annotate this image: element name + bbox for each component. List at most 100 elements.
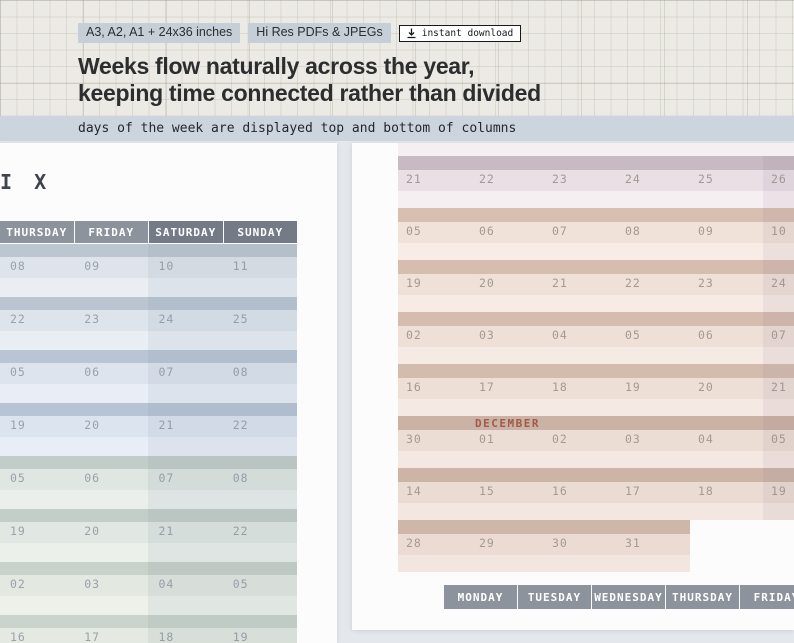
date-cell: 17 (84, 630, 101, 643)
date-cell: 30 (552, 536, 568, 550)
week-row: 28 29 30 31 (398, 520, 690, 572)
date-cell: 21 (552, 276, 568, 290)
week-strip (0, 509, 297, 522)
day-header-tuesday: TUESDAY (518, 585, 591, 609)
left-week-rows: 08 09 10 11 22 23 24 25 05 06 07 08 19 20 21 22 05 06 07 08… (0, 244, 297, 643)
week-gap (0, 596, 297, 615)
week-row: 02 03 04 05 06 07 (398, 312, 794, 364)
week-strip (0, 297, 297, 310)
date-cell: 01 (479, 432, 495, 446)
date-band: 02 03 04 05 (0, 575, 297, 596)
week-row: 05 06 07 08 (0, 350, 297, 403)
date-band: 19 20 21 22 (0, 522, 297, 543)
date-cell: 11 (232, 259, 249, 273)
date-cell: 08 (232, 471, 249, 485)
week-gap (398, 451, 794, 468)
week-row: 02 03 04 05 (0, 562, 297, 615)
date-cell: 29 (479, 536, 495, 550)
left-day-header-row: THURSDAY FRIDAY SATURDAY SUNDAY (0, 221, 297, 243)
week-strip (398, 312, 794, 326)
week-gap (398, 191, 794, 208)
date-cell: 26 (771, 172, 787, 186)
week-row: 05 06 07 08 09 10 (398, 208, 794, 260)
week-gap (398, 555, 690, 572)
date-cell: 24 (158, 312, 175, 326)
week-strip (398, 260, 794, 274)
week-strip (398, 364, 794, 378)
date-cell: 14 (406, 484, 422, 498)
week-row: 14 15 16 17 18 19 (398, 468, 794, 520)
subtitle-bar: days of the week are displayed top and b… (0, 116, 794, 141)
date-cell: 04 (158, 577, 175, 591)
headline-line1: Weeks flow naturally across the year, (78, 53, 475, 79)
date-cell: 19 (10, 524, 26, 538)
date-cell: 03 (84, 577, 101, 591)
date-band: 30 01 02 03 04 05 (398, 430, 794, 451)
date-cell: 02 (552, 432, 568, 446)
date-cell: 05 (232, 577, 249, 591)
headline: Weeks flow naturally across the year, ke… (78, 53, 541, 106)
date-cell: 06 (84, 471, 101, 485)
week-row: 22 23 24 25 (0, 297, 297, 350)
day-header-friday: FRIDAY (74, 221, 148, 243)
date-cell: 02 (406, 328, 422, 342)
date-cell: 03 (625, 432, 641, 446)
instant-download-button[interactable]: instant download (398, 24, 522, 42)
date-cell: 21 (158, 418, 175, 432)
date-cell: 05 (10, 365, 26, 379)
right-day-header-row: MONDAYTUESDAYWEDNESDAYTHURSDAYFRIDAYSATU… (444, 585, 794, 609)
date-cell: 24 (625, 172, 641, 186)
date-cell: 22 (479, 172, 495, 186)
date-band: 21 22 23 24 25 26 (398, 170, 794, 191)
size-badge: A3, A2, A1 + 24x36 inches (78, 23, 241, 43)
date-cell: 05 (771, 432, 787, 446)
date-cell: 24 (771, 276, 787, 290)
date-cell: 05 (406, 224, 422, 238)
date-cell: 17 (479, 380, 495, 394)
date-band: 16 17 18 19 (0, 628, 297, 643)
badge-row: A3, A2, A1 + 24x36 inches Hi Res PDFs & … (78, 23, 522, 43)
date-cell: 21 (158, 524, 175, 538)
left-calendar-table: THURSDAY FRIDAY SATURDAY SUNDAY 08 09 10 11 22 2… (0, 221, 297, 643)
date-cell: 07 (158, 365, 175, 379)
date-cell: 05 (625, 328, 641, 342)
week-gap (398, 243, 794, 260)
week-strip (0, 562, 297, 575)
week-row: 16 17 18 19 (0, 615, 297, 643)
date-cell: 21 (771, 380, 787, 394)
week-row: 19 20 21 22 (0, 403, 297, 456)
grid-paper-background (0, 0, 794, 116)
right-week-rows: 21 22 23 24 25 26 05 06 07 08 09 10 19 20 21 22 23 24 02 03… (398, 156, 794, 572)
week-gap (0, 384, 297, 403)
week-strip (0, 456, 297, 469)
date-band: 05 06 07 08 (0, 469, 297, 490)
date-cell: 16 (552, 484, 568, 498)
date-cell: 10 (771, 224, 787, 238)
date-cell: 20 (84, 524, 101, 538)
month-label: DECEMBER (475, 417, 540, 430)
date-cell: 07 (158, 471, 175, 485)
date-band: 05 06 07 08 (0, 363, 297, 384)
day-header-sunday: SUNDAY (223, 221, 297, 243)
headline-line2: keeping time connected rather than divid… (78, 79, 541, 106)
calendar-page-right: 21 22 23 24 25 26 05 06 07 08 09 10 19 20 21 22 23 24 02 03… (352, 143, 794, 630)
week-gap (0, 331, 297, 350)
day-header-saturday: SATURDAY (149, 221, 223, 243)
instant-download-label: instant download (421, 27, 514, 39)
week-gap (0, 278, 297, 297)
date-cell: 09 (84, 259, 101, 273)
week-strip (398, 156, 794, 170)
date-cell: 23 (552, 172, 568, 186)
date-cell: 23 (84, 312, 101, 326)
week-row: 19 20 21 22 23 24 (398, 260, 794, 312)
date-cell: 30 (406, 432, 422, 446)
date-band: 02 03 04 05 06 07 (398, 326, 794, 347)
day-header-friday: FRIDAY (740, 585, 794, 609)
date-cell: 03 (479, 328, 495, 342)
date-cell: 16 (10, 630, 26, 643)
week-strip (0, 350, 297, 363)
date-cell: 18 (552, 380, 568, 394)
date-cell: 25 (698, 172, 714, 186)
day-header-thursday: THURSDAY (0, 221, 74, 243)
